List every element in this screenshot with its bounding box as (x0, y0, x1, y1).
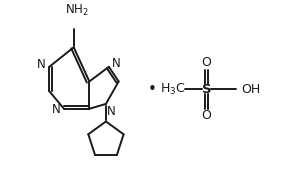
Text: N: N (37, 58, 46, 71)
Text: N: N (52, 103, 61, 116)
Text: N: N (112, 57, 121, 70)
Text: OH: OH (241, 83, 260, 96)
Text: •: • (147, 82, 156, 97)
Text: NH$_2$: NH$_2$ (65, 3, 88, 18)
Text: O: O (202, 109, 211, 122)
Text: O: O (202, 56, 211, 69)
Text: N: N (106, 105, 115, 118)
Text: H$_3$C: H$_3$C (160, 82, 185, 97)
Text: S: S (202, 83, 211, 96)
